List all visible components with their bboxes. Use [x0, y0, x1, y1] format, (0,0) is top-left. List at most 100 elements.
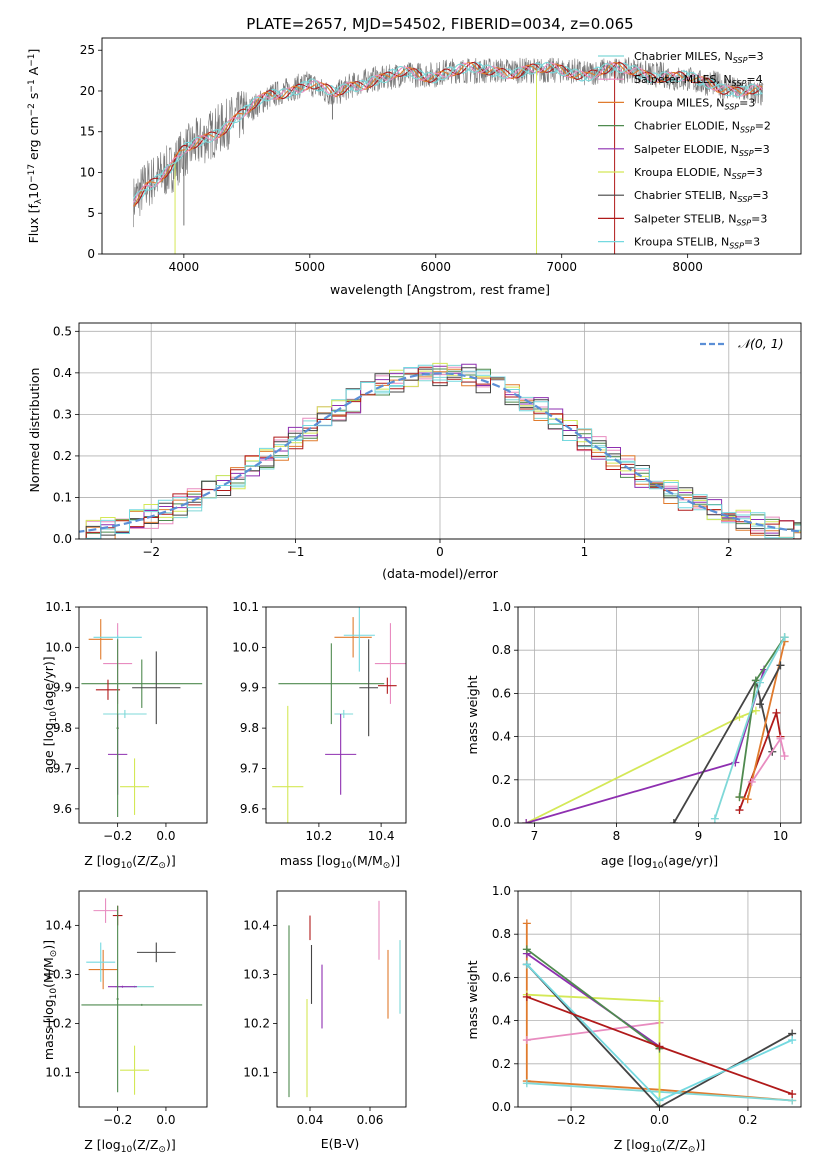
y-tick-label: 10.4	[45, 918, 72, 932]
legend-label-salpeter_elodie: Salpeter ELODIE, NSSP=3	[634, 143, 770, 158]
legend-label-chabrier_miles: Chabrier MILES, NSSP=3	[634, 50, 764, 65]
x-tick-label: 0.04	[297, 1113, 324, 1127]
y-tick-label: 9.9	[240, 681, 259, 695]
axes-frame	[517, 890, 802, 1108]
weight-marker-chabrier_miles	[755, 678, 764, 687]
x-tick-label: 0.2	[738, 1113, 757, 1127]
x-tick-label: −1	[287, 545, 305, 559]
legend-label-salpeter_stelib: Salpeter STELIB, NSSP=3	[634, 212, 767, 227]
y-tick-label: 0.2	[492, 773, 511, 787]
model-spectrum-kroupa_stelib	[133, 62, 763, 203]
weight-marker-salpeter_stelib	[788, 1090, 797, 1099]
weight-marker-chabrier_elodie	[751, 676, 760, 685]
weight-marker-salpeter_miles	[747, 777, 756, 786]
mass-z-ylabel: mass [log10(M/M⊙)]	[41, 940, 59, 1060]
spectrum-xlabel: wavelength [Angstrom, rest frame]	[330, 282, 550, 297]
x-tick-label: 0	[436, 545, 444, 559]
histogram-chabrier_elodie	[79, 368, 801, 539]
y-tick-label: 0.2	[492, 1057, 511, 1071]
age-z-xlabel: Z [log10(Z/Z⊙)]	[84, 853, 175, 871]
x-tick-label: 0.0	[650, 1113, 669, 1127]
histogram-kroupa_stelib	[79, 364, 801, 539]
mass-weight-z-ylabel: mass weight	[465, 960, 480, 1039]
weight-marker-salpeter_stelib	[655, 1042, 664, 1051]
y-tick-label: 0.2	[53, 449, 72, 463]
y-tick-label: 1.0	[492, 600, 511, 614]
mass-weight-vs-age-panel: 7 8 9 10 0.0 0.2 0.4 0.6 0.8 1.0 age [log10(age/yr…	[492, 600, 802, 871]
y-tick-label: 25	[80, 43, 95, 57]
y-tick-label: 9.6	[240, 802, 259, 816]
y-tick-label: 10.1	[243, 1066, 270, 1080]
y-tick-label: 0.0	[492, 816, 511, 830]
weight-marker-salpeter_miles	[780, 752, 789, 761]
y-tick-label: 9.7	[240, 761, 259, 775]
x-tick-label: 8	[613, 829, 621, 843]
x-tick-label: 7000	[546, 260, 577, 274]
age-vs-z-panel: −0.2 0.0 9.6 9.7 9.8 9.9 10.0 10.1 Z [log10(Z/Z⊙…	[41, 600, 208, 871]
y-tick-label: 10.1	[45, 1066, 72, 1080]
spectrum-ylabel: Flux [fλ10−17 erg cm−2 s−1 A−1]	[26, 49, 44, 244]
weight-marker-salpeter_stelib	[772, 708, 781, 717]
spectrum-legend: Chabrier MILES, NSSP=3 Salpeter MILES, NS…	[598, 50, 771, 251]
y-tick-label: 0.0	[53, 532, 72, 546]
y-tick-label: 9.6	[53, 802, 72, 816]
weight-marker-salpeter_stelib	[522, 992, 531, 1001]
axes-frame	[276, 890, 407, 1108]
mass-z-xlabel: Z [log10(Z/Z⊙)]	[84, 1137, 175, 1155]
x-tick-label: −0.2	[103, 1113, 132, 1127]
ebv-xlabel: E(B-V)	[321, 1136, 360, 1151]
weight-line-chabrier_stelib	[526, 963, 793, 1107]
y-tick-label: 0.1	[53, 490, 72, 504]
x-tick-label: 8000	[672, 260, 703, 274]
mass-weight-vs-z-panel: −0.2 0.0 0.2 0.0 0.2 0.4 0.6 0.8 1.0 Z [log10(Z/Z…	[492, 884, 802, 1155]
y-tick-label: 0.6	[492, 970, 511, 984]
weight-marker-kroupa_stelib	[522, 960, 531, 969]
age-z-ylabel: age [log10(age/yr)]	[41, 656, 59, 773]
y-tick-label: 10.0	[232, 640, 259, 654]
histogram-salpeter_stelib	[79, 366, 801, 539]
y-tick-label: 10.3	[243, 967, 270, 981]
axes-frame	[78, 606, 208, 824]
x-tick-label: 10.2	[306, 829, 333, 843]
y-tick-label: 15	[80, 125, 95, 139]
y-tick-label: 20	[80, 84, 95, 98]
age-vs-mass-panel: 10.2 10.4 9.6 9.7 9.8 9.9 10.0 10.1 mass [log10(…	[232, 600, 407, 871]
age-mass-xlabel: mass [log10(M/M⊙)]	[280, 853, 400, 871]
x-tick-label: 2	[725, 545, 733, 559]
model-spectrum-chabrier_miles	[133, 62, 763, 199]
x-tick-label: 10.4	[368, 829, 395, 843]
normal-curve	[79, 372, 801, 533]
axes-frame	[517, 606, 802, 824]
y-tick-label: 0.4	[492, 730, 511, 744]
mass-weight-age-xlabel: age [log10(age/yr)]	[601, 853, 718, 871]
weight-marker-salpeter_miles	[776, 734, 785, 743]
legend-label-kroupa_miles: Kroupa MILES, NSSP=3	[634, 96, 755, 111]
residual-histograms	[79, 362, 801, 539]
normal-legend-label: 𝒩(0, 1)	[738, 336, 784, 351]
weight-marker-chabrier_miles	[710, 814, 719, 823]
weight-marker-kroupa_elodie	[735, 713, 744, 722]
legend-label-chabrier_elodie: Chabrier ELODIE, NSSP=2	[634, 120, 771, 135]
weight-marker-chabrier_elodie	[735, 793, 744, 802]
x-tick-label: 9	[695, 829, 703, 843]
x-tick-label: 5000	[295, 260, 326, 274]
weight-marker-salpeter_stelib	[735, 806, 744, 815]
legend-label-chabrier_stelib: Chabrier STELIB, NSSP=3	[634, 189, 768, 204]
y-tick-label: 9.8	[240, 721, 259, 735]
mass-weight-z-xlabel: Z [log10(Z/Z⊙)]	[614, 1137, 705, 1155]
y-tick-label: 0.8	[492, 927, 511, 941]
y-tick-label: 0.3	[53, 407, 72, 421]
error-bars	[288, 900, 401, 1098]
y-tick-label: 9.9	[53, 681, 72, 695]
x-tick-label: −0.2	[556, 1113, 585, 1127]
weight-marker-chabrier_elodie	[522, 945, 531, 954]
axes-frame	[101, 37, 802, 255]
weight-marker-kroupa_stelib	[788, 1036, 797, 1045]
weight-marker-kroupa_miles	[522, 919, 531, 928]
residuals-panel: −2 −1 0 1 2 0.0 0.1 0.2 0.3 0.4 0.5 𝒩(0, 1)	[53, 322, 802, 559]
weight-marker-chabrier_miles	[780, 633, 789, 642]
x-tick-label: 4000	[169, 260, 200, 274]
weight-marker-salpeter_miles	[522, 1036, 531, 1045]
y-tick-label: 9.8	[53, 721, 72, 735]
